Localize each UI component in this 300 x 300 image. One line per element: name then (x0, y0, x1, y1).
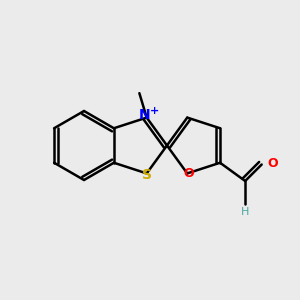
Text: S: S (142, 168, 152, 182)
Text: O: O (267, 157, 278, 169)
Text: +: + (150, 106, 159, 116)
Text: H: H (241, 207, 249, 217)
Text: O: O (183, 167, 194, 180)
Text: N: N (139, 109, 150, 122)
